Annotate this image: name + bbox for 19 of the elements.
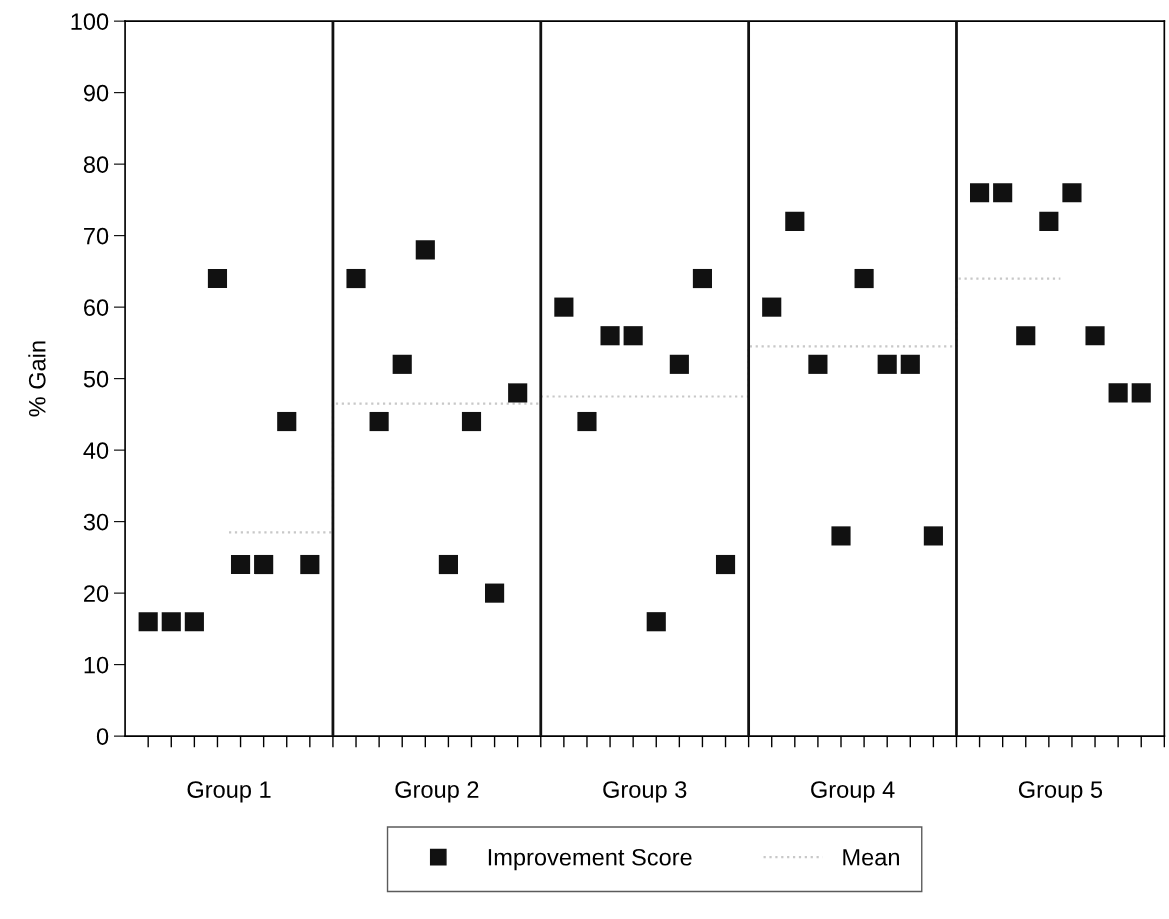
x-tick-label: Group 5 — [1018, 781, 1103, 803]
x-tick-label: Group 1 — [187, 781, 271, 803]
legend-label: Improvement Score — [488, 848, 692, 871]
y-tick-label: 60 — [84, 299, 109, 316]
y-tick-label: 20 — [84, 585, 109, 602]
y-tick-label: 10 — [84, 656, 109, 674]
y-tick-label: 80 — [83, 156, 109, 173]
x-tick-label: Group 2 — [395, 781, 479, 803]
y-tick-label: 0 — [96, 728, 109, 745]
y-tick-label: 90 — [83, 84, 109, 102]
y-tick-label: 30 — [83, 513, 109, 531]
y-tick-label: 50 — [83, 370, 109, 388]
y-tick-label: 100 — [71, 13, 109, 30]
x-tick-label: Group 4 — [811, 781, 895, 803]
y-tick-label: 40 — [83, 442, 109, 459]
legend-label: Mean — [843, 849, 899, 866]
y-axis-title: % Gain — [28, 341, 46, 417]
y-tick-label: 70 — [84, 227, 109, 245]
x-tick-label: Group 3 — [603, 781, 687, 803]
